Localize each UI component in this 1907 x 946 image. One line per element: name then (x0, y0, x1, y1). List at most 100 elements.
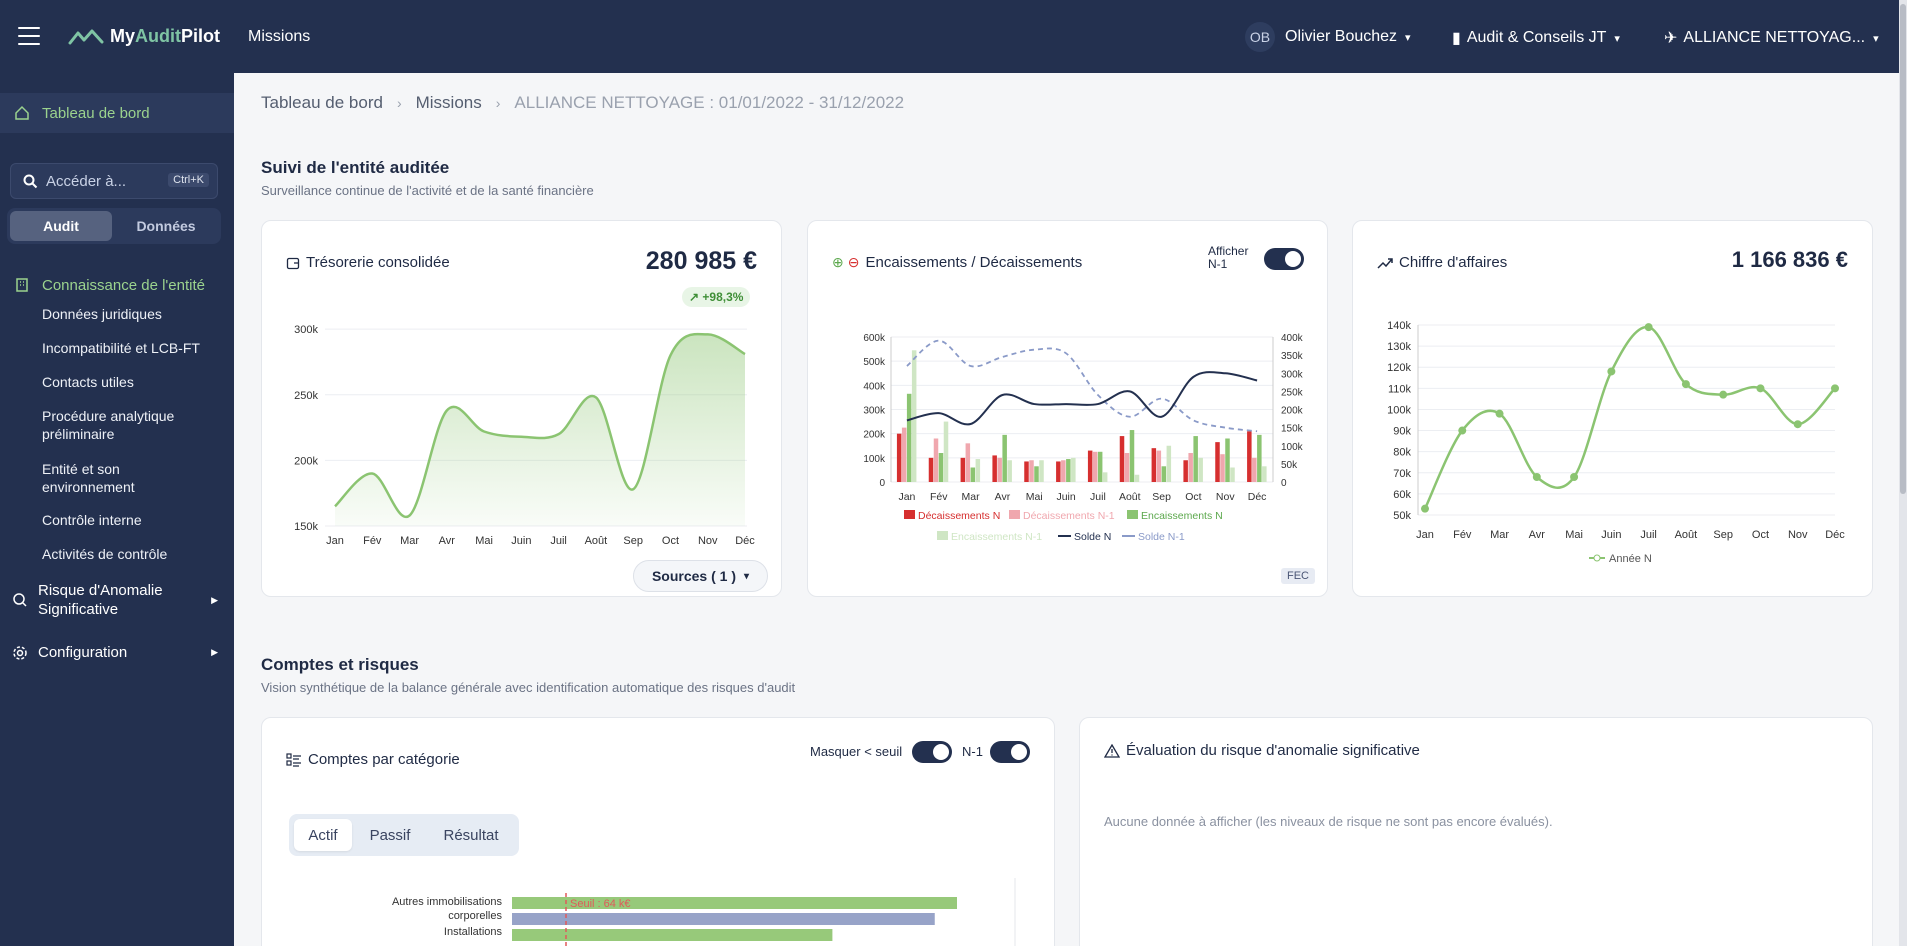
legend-swatch (937, 531, 948, 540)
risque-title: Évaluation du risque d'anomalie signific… (1104, 742, 1420, 759)
sidebar-item-configuration[interactable]: Configuration ▶ (0, 643, 234, 662)
sidebar-subitem-donnees-juridiques[interactable]: Données juridiques (42, 306, 162, 322)
tresorerie-title-text: Trésorerie consolidée (306, 254, 450, 271)
section-subtitle-comptes: Vision synthétique de la balance général… (261, 680, 796, 695)
bar-n (512, 897, 957, 909)
category-label: Installations (444, 926, 503, 938)
tresorerie-value: 280 985 € (645, 247, 757, 275)
menu-icon[interactable] (18, 27, 40, 45)
category-label: Autres immobilisations (392, 896, 503, 908)
user-menu[interactable]: OB Olivier Bouchez ▾ (1245, 22, 1411, 52)
y-tick-label: 250k (294, 390, 318, 402)
afficher-n1-toggle[interactable] (1264, 248, 1304, 270)
x-tick-label: Oct (1185, 491, 1201, 503)
search-icon (13, 593, 27, 607)
scrollbar-thumb[interactable] (1900, 4, 1906, 494)
ca-card: Chiffre d'affaires 1 166 836 € 50k 60k 70k… (1352, 220, 1873, 597)
legend-label: Solde N (1074, 531, 1111, 543)
client-selector[interactable]: ✈ ALLIANCE NETTOYAG... ▾ (1664, 28, 1879, 48)
x-tick-label: Nov (1788, 529, 1808, 541)
bar-1 (1124, 453, 1130, 482)
flux-chart: 0 100k 200k 300k 400k 500k 600k 0 50k 100k 150k 200… (863, 333, 1304, 543)
y-tick-label: 200k (863, 430, 886, 441)
x-tick-label: Sep (623, 535, 643, 547)
sidebar-subitem-lcb-ft[interactable]: Incompatibilité et LCB-FT (42, 340, 200, 356)
data-point (1421, 504, 1429, 513)
sidebar-group-connaissance[interactable]: Connaissance de l'entité (0, 265, 234, 305)
org-selector[interactable]: ▮ Audit & Conseils JT ▾ (1452, 28, 1620, 48)
y-tick-label: 70k (1393, 468, 1411, 480)
sources-dropdown[interactable]: Sources ( 1 ) ▾ (633, 560, 768, 592)
tresorerie-delta-badge: ↗ +98,3% (682, 287, 751, 307)
bar-2 (906, 393, 912, 482)
section-title-suivi: Suivi de l'entité auditée (261, 158, 450, 177)
chevron-down-icon: ▾ (1873, 32, 1879, 45)
n1-toggle[interactable] (990, 741, 1030, 763)
breadcrumb-missions[interactable]: Missions (415, 93, 482, 112)
bar-1 (997, 457, 1002, 482)
bar-2 (1225, 438, 1230, 482)
sidebar-item-dashboard[interactable]: Tableau de bord (0, 93, 234, 133)
flux-card: ⊕ ⊖ Encaissements / Décaissements Affich… (807, 220, 1328, 597)
mask-threshold-toggle[interactable] (912, 741, 952, 763)
sources-label: Sources ( 1 ) (651, 568, 736, 584)
sidebar-subitem-contacts[interactable]: Contacts utiles (42, 374, 134, 390)
section-subtitle-suivi: Surveillance continue de l'activité et d… (261, 183, 594, 198)
search-icon (23, 174, 38, 188)
bar-0 (1215, 442, 1220, 482)
chevron-right-icon: › (396, 95, 402, 111)
y2-tick-label: 250k (1281, 387, 1304, 398)
shortcut-badge: Ctrl+K (168, 173, 209, 187)
legend-label: Décaissements N (918, 510, 1000, 522)
y-tick-label: 90k (1393, 426, 1411, 438)
legend-swatch (1127, 510, 1138, 519)
sidebar-item-label: Tableau de bord (42, 104, 150, 122)
x-tick-label: Mar (962, 491, 981, 503)
y2-tick-label: 400k (1281, 333, 1304, 344)
warning-icon (1104, 743, 1120, 758)
sidebar-subitem-activites[interactable]: Activités de contrôle (42, 546, 168, 562)
gear-icon (13, 645, 27, 660)
section-title-comptes: Comptes et risques (261, 655, 419, 674)
logo-icon (68, 29, 104, 44)
search-input[interactable]: Accéder à... Ctrl+K (10, 163, 218, 199)
toggle-label-1: Afficher (1208, 244, 1249, 258)
breadcrumb-dashboard[interactable]: Tableau de bord (261, 93, 383, 112)
data-point (1756, 384, 1765, 393)
y-tick-label: 60k (1393, 489, 1411, 501)
tab-passif[interactable]: Passif (369, 826, 411, 844)
page-scrollbar[interactable] (1899, 0, 1907, 946)
breadcrumb: Tableau de bord › Missions › ALLIANCE NE… (261, 93, 904, 113)
bar-1 (965, 443, 971, 482)
sidebar-subitem-controle-interne[interactable]: Contrôle interne (42, 512, 142, 528)
sidebar-group-label: Connaissance de l'entité (42, 276, 205, 294)
user-name: Olivier Bouchez (1285, 28, 1398, 45)
bar-2 (1257, 434, 1262, 482)
data-point (1532, 473, 1541, 481)
sidebar: Tableau de bord Accéder à... Ctrl+K Audi… (0, 73, 234, 946)
x-tick-label: Mar (1490, 529, 1509, 541)
y-tick-label: 50k (1393, 510, 1411, 522)
x-tick-label: Juin (511, 535, 531, 547)
tab-audit[interactable]: Audit (10, 211, 112, 241)
bar-1 (933, 438, 939, 482)
bar-2 (1002, 434, 1007, 482)
bar-n1 (512, 913, 935, 925)
bar-3 (911, 350, 917, 482)
sidebar-item-label: Risque d'Anomalie Significative (38, 582, 163, 618)
tab-donnees[interactable]: Données (136, 218, 196, 234)
bar-3 (943, 421, 949, 482)
tab-resultat[interactable]: Résultat (443, 826, 499, 844)
sidebar-subitem-environnement[interactable]: Entité et son environnement (42, 461, 135, 495)
y2-tick-label: 300k (1281, 369, 1304, 380)
legend-marker (1593, 554, 1601, 562)
chevron-right-icon: › (495, 95, 501, 111)
app-logo[interactable]: My Audit Pilot (68, 26, 220, 47)
legend-label: Solde N-1 (1138, 531, 1185, 543)
sidebar-item-rams[interactable]: Risque d'Anomalie Significative ▶ (0, 581, 234, 619)
search-placeholder: Accéder à... (46, 172, 127, 190)
y-tick-label: 100k (1387, 404, 1411, 416)
sidebar-subitem-procedure[interactable]: Procédure analytique préliminaire (42, 408, 175, 442)
chevron-right-icon: ▶ (211, 647, 218, 657)
tab-actif[interactable]: Actif (294, 819, 352, 851)
